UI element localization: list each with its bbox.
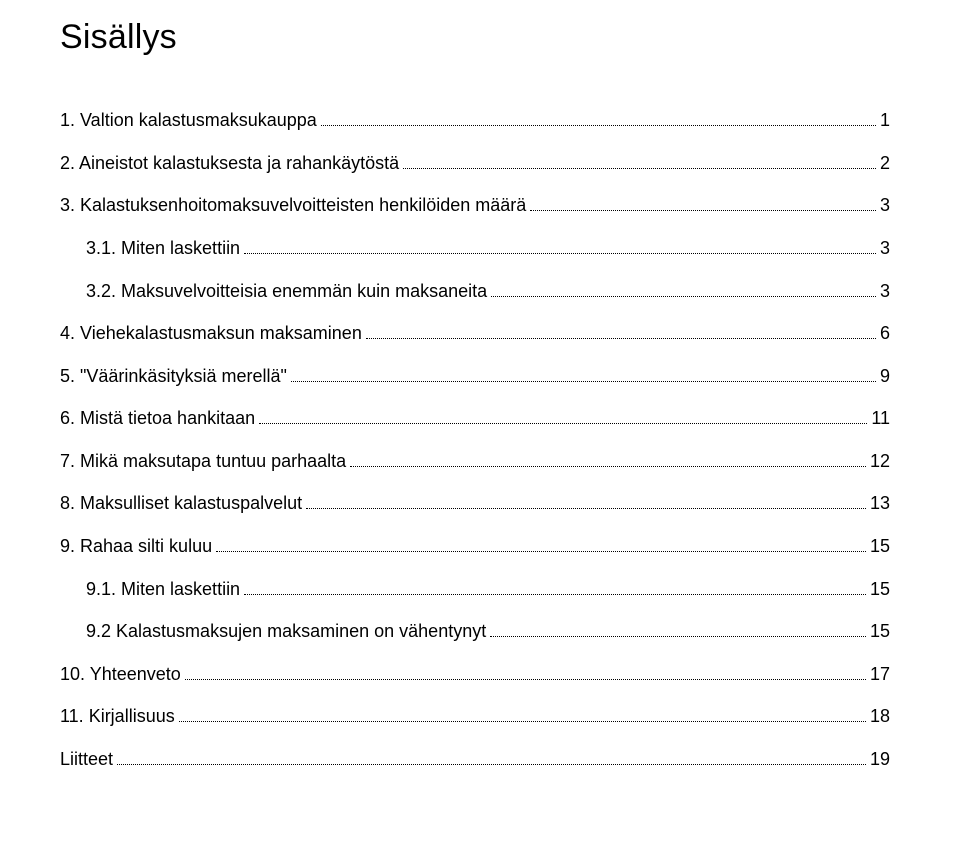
toc-entry-label: 9.1. Miten laskettiin bbox=[86, 578, 240, 601]
toc-leader-dots bbox=[490, 620, 866, 637]
toc-entry-page: 3 bbox=[880, 280, 890, 303]
toc-entry-page: 6 bbox=[880, 322, 890, 345]
toc-leader-dots bbox=[244, 237, 876, 254]
toc-entry-page: 17 bbox=[870, 663, 890, 686]
toc-leader-dots bbox=[117, 748, 866, 765]
toc-entry-page: 2 bbox=[880, 152, 890, 175]
toc-entry-label: 8. Maksulliset kalastuspalvelut bbox=[60, 492, 302, 515]
toc-entry-label: 7. Mikä maksutapa tuntuu parhaalta bbox=[60, 450, 346, 473]
toc-entry-label: 3. Kalastuksenhoitomaksuvelvoitteisten h… bbox=[60, 194, 526, 217]
toc-entry-page: 9 bbox=[880, 365, 890, 388]
toc-entry: 10. Yhteenveto 17 bbox=[60, 663, 890, 687]
toc-leader-dots bbox=[291, 364, 876, 381]
toc-entry-label: 5. "Väärinkäsityksiä merellä" bbox=[60, 365, 287, 388]
toc-entry: 3. Kalastuksenhoitomaksuvelvoitteisten h… bbox=[60, 194, 890, 218]
toc-leader-dots bbox=[321, 109, 876, 126]
toc-entry-label: 4. Viehekalastusmaksun maksaminen bbox=[60, 322, 362, 345]
toc-leader-dots bbox=[216, 535, 866, 552]
toc-entry: 9.2 Kalastusmaksujen maksaminen on vähen… bbox=[60, 620, 890, 644]
toc-entry-page: 11 bbox=[871, 407, 890, 430]
toc-entry-page: 18 bbox=[870, 705, 890, 728]
toc-entry: 3.1. Miten laskettiin 3 bbox=[60, 237, 890, 261]
toc-entry: 8. Maksulliset kalastuspalvelut 13 bbox=[60, 492, 890, 516]
toc-leader-dots bbox=[244, 577, 866, 594]
toc-entry-page: 1 bbox=[880, 109, 890, 132]
toc-entry: 5. "Väärinkäsityksiä merellä" 9 bbox=[60, 364, 890, 388]
toc-entry-page: 15 bbox=[870, 578, 890, 601]
toc-leader-dots bbox=[491, 279, 876, 296]
toc-leader-dots bbox=[259, 407, 867, 424]
toc-entry-page: 15 bbox=[870, 620, 890, 643]
toc-leader-dots bbox=[530, 194, 876, 211]
toc-entry-page: 3 bbox=[880, 237, 890, 260]
toc-entry-label: 9.2 Kalastusmaksujen maksaminen on vähen… bbox=[86, 620, 486, 643]
toc-entry-label: 11. Kirjallisuus bbox=[60, 705, 175, 728]
toc-leader-dots bbox=[185, 663, 866, 680]
page-container: Sisällys 1. Valtion kalastusmaksukauppa … bbox=[0, 0, 960, 771]
toc-leader-dots bbox=[306, 492, 866, 509]
toc-entry: 11. Kirjallisuus 18 bbox=[60, 705, 890, 729]
toc-entry-page: 15 bbox=[870, 535, 890, 558]
toc-entry: 9. Rahaa silti kuluu 15 bbox=[60, 535, 890, 559]
toc-entry-label: 10. Yhteenveto bbox=[60, 663, 181, 686]
toc-entry-label: 6. Mistä tietoa hankitaan bbox=[60, 407, 255, 430]
toc-entry: 1. Valtion kalastusmaksukauppa 1 bbox=[60, 109, 890, 133]
toc-entry: 7. Mikä maksutapa tuntuu parhaalta 12 bbox=[60, 450, 890, 474]
toc-entry-label: 3.2. Maksuvelvoitteisia enemmän kuin mak… bbox=[86, 280, 487, 303]
toc-entry-label: 1. Valtion kalastusmaksukauppa bbox=[60, 109, 317, 132]
toc-entry-page: 3 bbox=[880, 194, 890, 217]
table-of-contents: 1. Valtion kalastusmaksukauppa 1 2. Ainei… bbox=[60, 109, 890, 771]
toc-leader-dots bbox=[350, 450, 866, 467]
toc-entry-label: 9. Rahaa silti kuluu bbox=[60, 535, 212, 558]
toc-leader-dots bbox=[366, 322, 876, 339]
page-title: Sisällys bbox=[60, 18, 890, 57]
toc-entry-page: 19 bbox=[870, 748, 890, 771]
toc-entry-page: 12 bbox=[870, 450, 890, 473]
toc-entry: 2. Aineistot kalastuksesta ja rahankäytö… bbox=[60, 152, 890, 176]
toc-entry: 6. Mistä tietoa hankitaan 11 bbox=[60, 407, 890, 431]
toc-leader-dots bbox=[179, 705, 866, 722]
toc-entry-page: 13 bbox=[870, 492, 890, 515]
toc-entry-label: 3.1. Miten laskettiin bbox=[86, 237, 240, 260]
toc-entry: 3.2. Maksuvelvoitteisia enemmän kuin mak… bbox=[60, 279, 890, 303]
toc-entry-label: Liitteet bbox=[60, 748, 113, 771]
toc-entry: Liitteet 19 bbox=[60, 748, 890, 772]
toc-leader-dots bbox=[403, 152, 876, 169]
toc-entry: 9.1. Miten laskettiin 15 bbox=[60, 577, 890, 601]
toc-entry-label: 2. Aineistot kalastuksesta ja rahankäytö… bbox=[60, 152, 399, 175]
toc-entry: 4. Viehekalastusmaksun maksaminen 6 bbox=[60, 322, 890, 346]
